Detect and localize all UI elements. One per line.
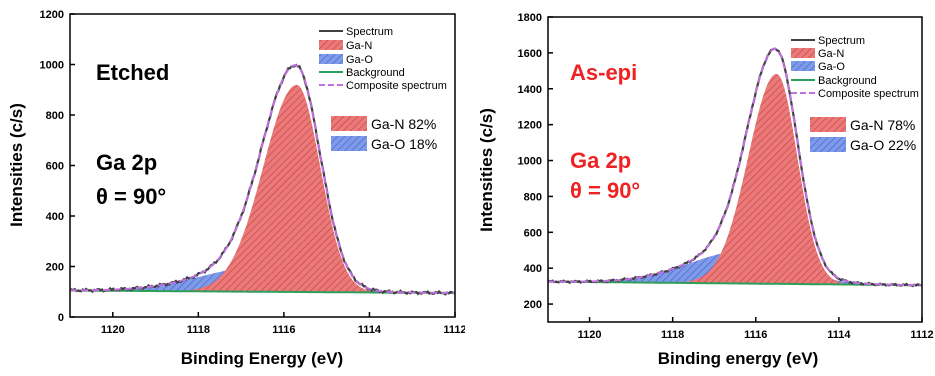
x-tick-label: 1118 [661,329,684,341]
plot-frame [547,16,923,323]
ga-n-area [548,74,922,286]
y-tick-label: 1000 [518,156,542,168]
component-gao-swatch [810,137,846,152]
y-tick-label: 800 [46,110,64,122]
y-tick-label: 200 [524,299,542,311]
angle-label: θ = 90° [96,184,166,209]
y-tick-label: 400 [524,263,542,275]
y-tick-label: 0 [58,312,64,324]
x-tick-label: 1118 [187,324,210,336]
sample-label: As-epi [570,60,637,85]
component-gan-swatch [810,117,846,132]
x-tick-label: 1114 [827,329,851,341]
legend-background-label: Background [818,75,877,87]
angle-label: θ = 90° [570,178,640,203]
y-tick-label: 400 [46,211,64,223]
x-tick-label: 1120 [578,329,602,341]
legend-ga-n-label: Ga-N [346,40,372,52]
plot-area [69,63,456,296]
legend-composite-label: Composite spectrum [818,88,919,100]
component-gan-label: Ga-N 78% [850,117,915,133]
y-tick-label: 600 [524,227,542,239]
legend-spectrum-label: Spectrum [818,35,865,47]
chart-as-epi-svg: 200 400 600 800 1000 1200 1400 1600 1800 1120 111… [477,12,934,368]
y-tick-label: 600 [46,161,64,173]
legend-ga-n-swatch [319,40,343,50]
composite-line [70,64,455,294]
y-tick-label: 1200 [40,9,64,21]
component-gao-label: Ga-O 18% [371,136,437,152]
composite-line [548,47,922,287]
x-tick-label: 1116 [744,329,767,341]
x-tick-label: 1116 [272,324,295,336]
ga-n-area [70,84,455,294]
legend: Spectrum Ga-N Ga-O Background Composite … [791,35,919,100]
chart-as-epi: 200 400 600 800 1000 1200 1400 1600 1800 1120 111… [470,0,935,371]
legend-ga-n-swatch [791,48,815,58]
y-axis-ticks: 200 400 600 800 1000 1200 1400 1600 1800 [518,12,553,311]
x-axis-label: Binding Energy (eV) [181,349,343,368]
x-tick-label: 1112 [910,329,933,341]
chart-etched: 0 200 400 600 800 1000 1200 1120 1118 1116 1114 11… [0,0,467,371]
y-tick-label: 200 [46,262,64,274]
component-gao-label: Ga-O 22% [850,137,916,153]
x-tick-label: 1112 [443,324,465,336]
component-gan-swatch [331,116,367,131]
sample-label: Etched [96,60,169,85]
y-axis-label: Intensities (c/s) [477,108,496,232]
legend-background-label: Background [346,67,405,79]
y-axis-label: Intensities (c/s) [7,103,26,227]
y-tick-label: 800 [524,191,542,203]
legend-ga-o-label: Ga-O [346,54,373,66]
legend-ga-o-label: Ga-O [818,61,845,73]
component-box: Ga-N 82% Ga-O 18% [331,116,437,152]
y-axis-ticks: 0 200 400 600 800 1000 1200 [40,9,75,324]
y-tick-label: 1600 [518,48,542,60]
y-tick-label: 1200 [518,120,542,132]
y-tick-label: 1800 [518,12,542,24]
y-tick-label: 1000 [40,60,64,72]
component-box: Ga-N 78% Ga-O 22% [810,117,916,153]
component-gan-label: Ga-N 82% [371,116,436,132]
core-level-label: Ga 2p [96,150,157,175]
plot-area [547,47,923,288]
legend-ga-o-swatch [791,61,815,71]
legend-ga-o-swatch [319,54,343,64]
legend: Spectrum Ga-N Ga-O Background Composite … [319,26,447,92]
x-axis-label: Binding energy (eV) [658,349,819,368]
x-axis-ticks: 1120 1118 1116 1114 1112 [101,312,467,336]
x-tick-label: 1120 [101,324,125,336]
legend-ga-n-label: Ga-N [818,48,844,60]
legend-spectrum-label: Spectrum [346,26,393,38]
y-tick-label: 1400 [518,84,542,96]
legend-composite-label: Composite spectrum [346,80,447,92]
component-gao-swatch [331,136,367,151]
x-tick-label: 1114 [358,324,382,336]
x-axis-ticks: 1120 1118 1116 1114 1112 [578,317,934,341]
core-level-label: Ga 2p [570,148,631,173]
